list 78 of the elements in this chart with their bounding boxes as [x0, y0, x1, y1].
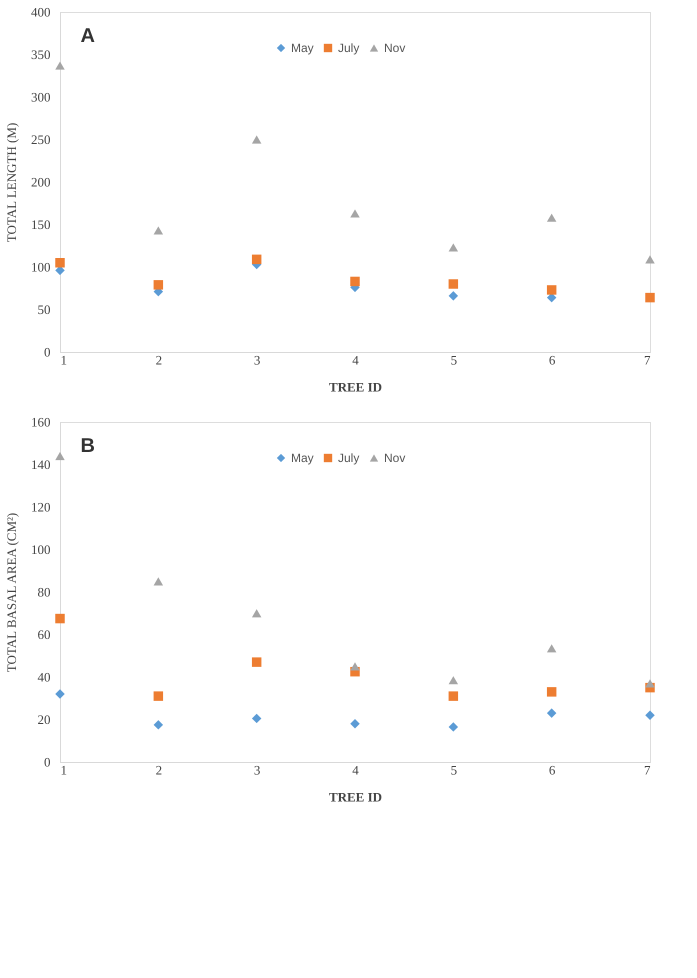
point [350, 209, 360, 218]
x-tick-label: 5 [450, 762, 458, 778]
point [448, 676, 458, 684]
y-tick-label: 350 [31, 47, 50, 62]
x-tick-label: 2 [156, 762, 162, 778]
y-tick-label: 0 [44, 344, 50, 360]
point [154, 280, 164, 290]
y-axis-title: TOTAL LENGTH (M) [4, 122, 19, 242]
point [448, 722, 458, 732]
x-tick-label: 3 [254, 762, 260, 778]
point [546, 708, 556, 718]
x-tick-label: 2 [156, 352, 162, 368]
x-tick-label: 7 [644, 762, 651, 778]
legend-label: Nov [384, 451, 406, 465]
point [252, 657, 262, 667]
point [645, 255, 655, 264]
legend-label: May [291, 451, 314, 465]
x-tick-label: 6 [548, 762, 556, 778]
point [546, 644, 556, 652]
point [252, 714, 262, 724]
point [252, 609, 262, 618]
point [154, 226, 164, 235]
point [350, 719, 360, 728]
x-axis-title: TREE ID [328, 380, 382, 394]
point [350, 662, 360, 670]
x-tick-label: 7 [644, 352, 651, 368]
legend-label: July [338, 451, 360, 465]
x-tick-label: 4 [352, 762, 360, 778]
x-tick-label: 6 [548, 352, 556, 368]
point [448, 243, 458, 252]
legend-label: May [291, 41, 314, 55]
point [55, 689, 65, 699]
y-tick-label: 140 [31, 457, 50, 472]
y-tick-label: 80 [38, 584, 50, 600]
y-tick-label: 100 [31, 260, 50, 274]
x-tick-label: 4 [352, 352, 360, 368]
point [645, 292, 655, 302]
legend-label: Nov [384, 41, 406, 55]
y-tick-label: 200 [31, 174, 50, 190]
x-tick-label: 5 [450, 352, 458, 368]
point [154, 577, 164, 586]
point [252, 135, 262, 144]
text: B [80, 435, 95, 457]
point [546, 687, 556, 697]
y-tick-label: 60 [38, 627, 50, 642]
y-axis-title: TOTAL BASAL AREA (CM²) [4, 512, 19, 672]
y-tick-label: 100 [31, 542, 50, 557]
y-tick-label: 150 [31, 217, 50, 232]
point [55, 61, 65, 70]
y-tick-label: 300 [31, 90, 50, 104]
point [645, 679, 655, 688]
point [55, 452, 65, 460]
point [645, 710, 655, 720]
x-tick-label: 1 [60, 762, 67, 778]
y-tick-label: 20 [38, 712, 50, 727]
y-tick-label: 250 [31, 132, 50, 147]
point [154, 691, 164, 701]
y-tick-label: 400 [31, 4, 50, 20]
y-tick-label: 40 [38, 670, 50, 684]
point [448, 279, 458, 289]
legend-label: July [338, 41, 360, 55]
point [55, 258, 65, 268]
x-axis-title: TREE ID [328, 790, 382, 804]
y-tick-label: 120 [31, 500, 50, 514]
point [546, 285, 556, 295]
point [154, 720, 164, 730]
point [55, 614, 65, 624]
point [252, 254, 262, 264]
x-tick-label: 1 [60, 352, 67, 368]
y-tick-label: 50 [38, 302, 50, 317]
x-tick-label: 3 [254, 352, 260, 368]
point [546, 214, 556, 222]
y-tick-label: 0 [44, 754, 50, 770]
point [448, 291, 458, 301]
point [350, 276, 360, 286]
text: A [80, 25, 95, 47]
point [448, 691, 458, 701]
y-tick-label: 160 [31, 414, 50, 430]
